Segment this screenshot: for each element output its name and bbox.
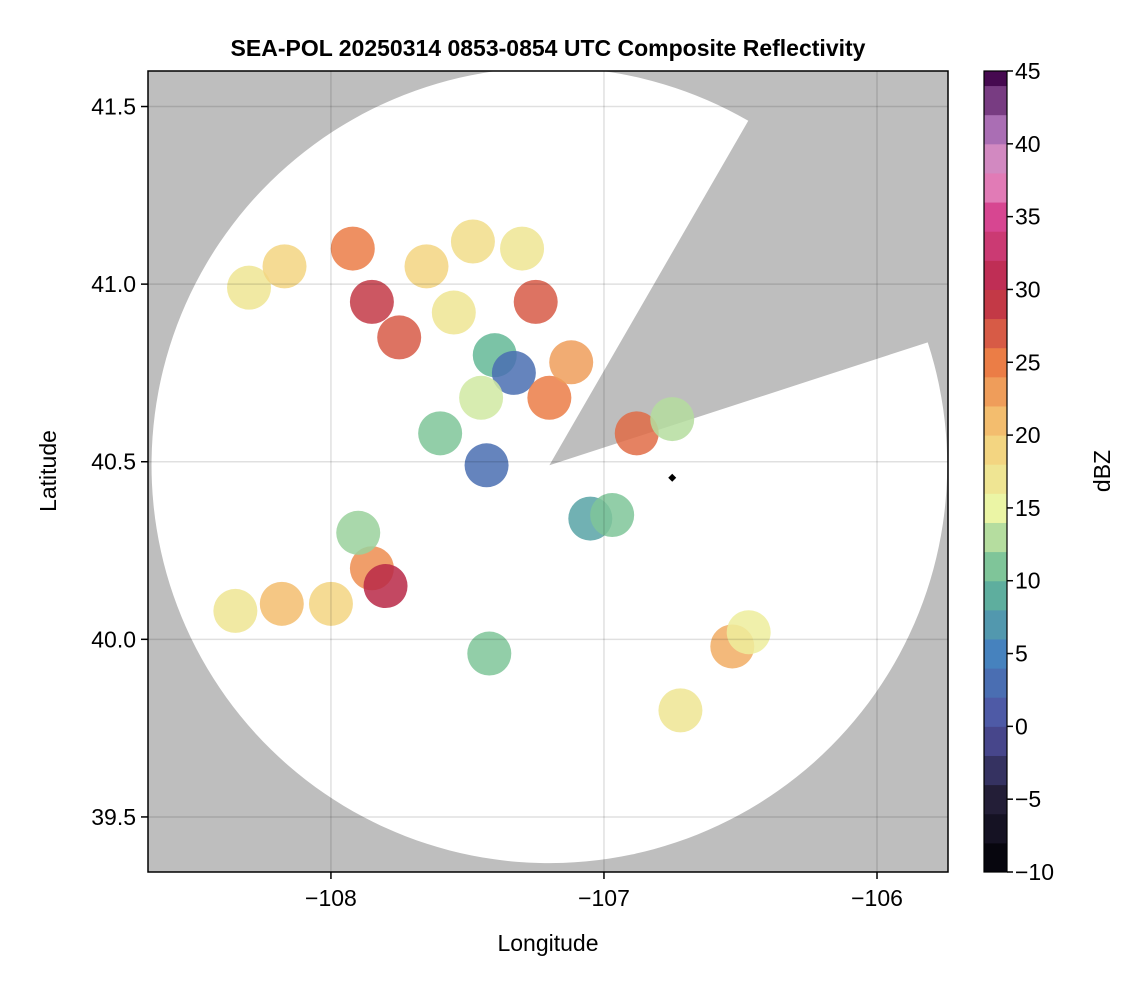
echo-cell bbox=[450, 219, 495, 264]
y-tick-label: 41.5 bbox=[91, 94, 136, 120]
colorbar-tick-label: 25 bbox=[1015, 349, 1041, 375]
echo-cell bbox=[377, 315, 422, 360]
colorbar-tick-label: 15 bbox=[1015, 495, 1041, 521]
echo-cell bbox=[418, 411, 463, 456]
echo-cell bbox=[491, 350, 536, 395]
echo-cell bbox=[614, 411, 659, 456]
y-tick-label: 40.0 bbox=[91, 626, 136, 652]
colorbar-tick-label: 10 bbox=[1015, 568, 1041, 594]
colorbar-segment bbox=[984, 202, 1007, 232]
echo-cell bbox=[464, 443, 509, 488]
colorbar-segment bbox=[984, 551, 1007, 582]
colorbar-segment bbox=[984, 842, 1007, 873]
echo-layer bbox=[213, 219, 771, 733]
echo-cell bbox=[500, 226, 545, 271]
echo-cell bbox=[213, 588, 258, 633]
x-axis-ticks: −108 −107 −106 bbox=[305, 872, 903, 911]
colorbar-segment bbox=[984, 405, 1007, 436]
colorbar-tick-label: 30 bbox=[1015, 276, 1041, 302]
colorbar-segment bbox=[984, 114, 1007, 145]
colorbar-tick-label: −10 bbox=[1015, 859, 1054, 885]
echo-cell bbox=[227, 265, 272, 310]
echo-cell bbox=[658, 688, 703, 733]
colorbar-segment bbox=[984, 260, 1007, 290]
colorbar-segment bbox=[984, 522, 1007, 553]
colorbar-segment bbox=[984, 726, 1007, 756]
echo-cell bbox=[308, 581, 353, 626]
echo-cell bbox=[431, 290, 476, 335]
plot-area bbox=[148, 71, 948, 872]
colorbar bbox=[983, 70, 1008, 873]
x-tick-label: −106 bbox=[851, 885, 903, 911]
echo-cell bbox=[726, 610, 771, 655]
colorbar-tick-label: 20 bbox=[1015, 422, 1041, 448]
colorbar-tick-label: 35 bbox=[1015, 204, 1041, 230]
colorbar-segment bbox=[984, 755, 1007, 786]
colorbar-segment bbox=[984, 172, 1007, 203]
colorbar-segment bbox=[984, 143, 1007, 174]
colorbar-frame bbox=[983, 70, 1008, 873]
x-tick-label: −108 bbox=[305, 885, 357, 911]
echo-cell bbox=[650, 397, 695, 442]
colorbar-segment bbox=[984, 609, 1007, 640]
echo-cell bbox=[549, 340, 594, 385]
colorbar-tick-label: 5 bbox=[1015, 641, 1028, 667]
y-tick-label: 40.5 bbox=[91, 449, 136, 475]
colorbar-segment bbox=[984, 580, 1007, 611]
colorbar-segment bbox=[984, 71, 1007, 87]
colorbar-tick-label: 40 bbox=[1015, 131, 1041, 157]
echo-cell bbox=[262, 244, 307, 289]
y-tick-label: 41.0 bbox=[91, 271, 136, 297]
y-axis-label: Latitude bbox=[35, 430, 61, 512]
echo-cell bbox=[404, 244, 449, 289]
plot-frame bbox=[147, 70, 949, 873]
echo-cell bbox=[330, 226, 375, 271]
echo-cell bbox=[513, 279, 558, 324]
y-tick-label: 39.5 bbox=[91, 804, 136, 830]
colorbar-segment bbox=[984, 697, 1007, 727]
y-axis-ticks: 39.5 40.0 40.5 41.0 41.5 bbox=[91, 94, 148, 830]
colorbar-tick-label: 0 bbox=[1015, 713, 1028, 739]
echo-cell bbox=[527, 375, 572, 420]
colorbar-segment bbox=[984, 318, 1007, 349]
colorbar-segment bbox=[984, 493, 1007, 523]
colorbar-segment bbox=[984, 376, 1007, 407]
colorbar-segment bbox=[984, 813, 1007, 844]
x-axis-label: Longitude bbox=[497, 930, 598, 956]
site-marker bbox=[668, 473, 677, 482]
echo-cell bbox=[363, 564, 408, 609]
echo-cell bbox=[349, 279, 394, 324]
grid-lines bbox=[148, 71, 948, 872]
x-tick-label: −107 bbox=[578, 885, 630, 911]
colorbar-label: dBZ bbox=[1089, 450, 1115, 492]
colorbar-segment bbox=[984, 784, 1007, 815]
echo-cell bbox=[467, 631, 512, 676]
colorbar-segment bbox=[984, 289, 1007, 320]
colorbar-segment bbox=[984, 231, 1007, 261]
colorbar-tick-label: 45 bbox=[1015, 58, 1041, 84]
chart-title: SEA-POL 20250314 0853-0854 UTC Composite… bbox=[231, 35, 866, 61]
colorbar-segment bbox=[984, 668, 1007, 698]
colorbar-segment bbox=[984, 638, 1007, 669]
colorbar-segment bbox=[984, 464, 1007, 494]
echo-cell bbox=[459, 375, 504, 420]
colorbar-tick-label: −5 bbox=[1015, 786, 1041, 812]
colorbar-segment bbox=[984, 435, 1007, 465]
colorbar-segment bbox=[984, 347, 1007, 378]
colorbar-ticks: −10 −5 0 5 10 15 20 25 30 35 40 45 bbox=[1007, 58, 1054, 885]
echo-cell bbox=[590, 493, 635, 538]
echo-cell bbox=[336, 510, 381, 555]
echo-cell bbox=[259, 581, 304, 626]
colorbar-segment bbox=[984, 85, 1007, 116]
